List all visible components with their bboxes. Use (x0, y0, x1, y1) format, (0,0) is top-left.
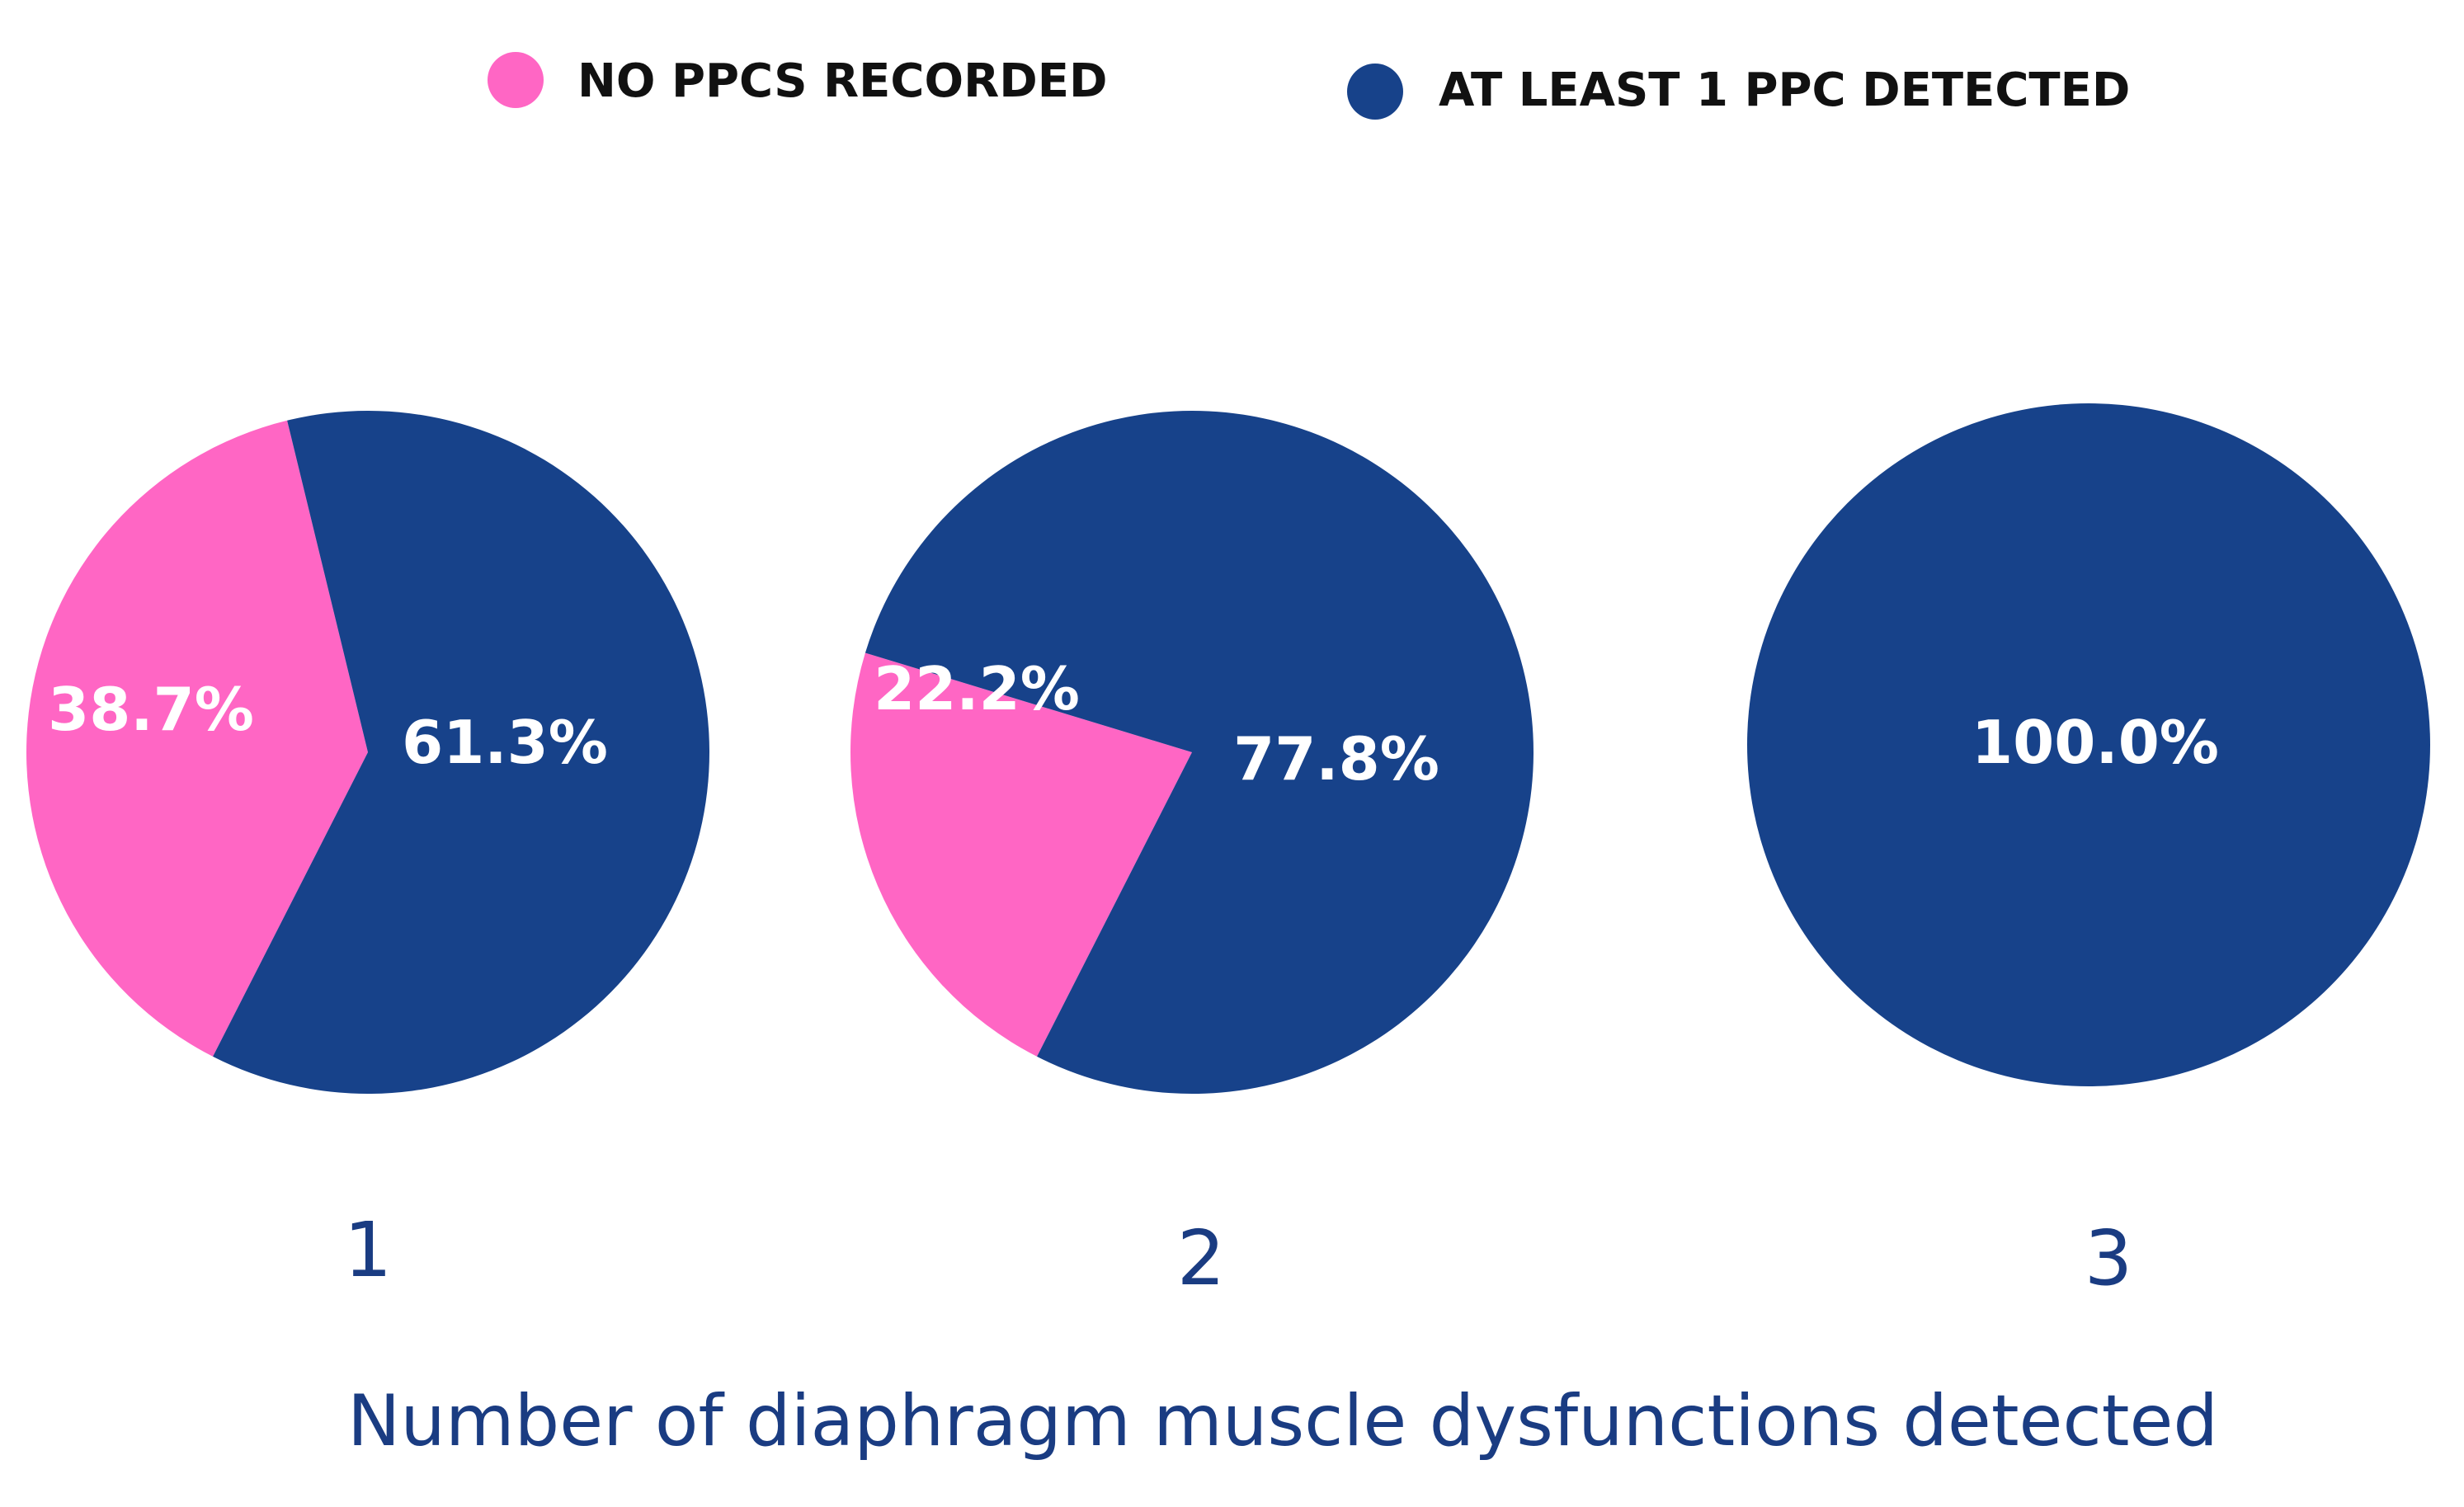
pie-1-slice-ppc-detected (213, 410, 709, 1094)
category-label-1: 1 (344, 1206, 393, 1294)
pie-1: 38.7% 61.3% (26, 410, 709, 1094)
legend-label-ppc-detected: AT LEAST 1 PPC DETECTED (1439, 64, 2130, 117)
pie-2: 22.2% 77.8% (850, 411, 1534, 1094)
pie-2-slice-ppc-detected (865, 411, 1534, 1094)
pie-1-label-no-ppcs: 38.7% (48, 675, 254, 744)
category-label-2: 2 (1177, 1214, 1226, 1302)
legend-label-no-ppcs: NO PPCS RECORDED (577, 54, 1107, 108)
pie-2-label-no-ppcs: 22.2% (874, 654, 1080, 723)
pie-3-slice-ppc-detected (1747, 403, 2430, 1086)
pie-1-label-ppc-detected: 61.3% (402, 708, 608, 777)
pie-1-slice-no-ppcs (26, 420, 369, 1057)
x-axis-title: Number of diaphragm muscle dysfunctions … (347, 1380, 2218, 1462)
category-labels: 1 2 3 (344, 1206, 2133, 1302)
pie-3: 100.0% (1747, 403, 2430, 1086)
category-label-3: 3 (2085, 1214, 2133, 1302)
legend-marker-no-ppcs (488, 52, 544, 108)
pie-2-slice-no-ppcs (850, 652, 1192, 1057)
pie-2-label-ppc-detected: 77.8% (1233, 724, 1439, 794)
legend-marker-ppc-detected (1347, 64, 1403, 120)
pie-charts: 38.7% 61.3% 22.2% 77.8% 100.0% (26, 403, 2430, 1094)
pie-3-label-ppc-detected: 100.0% (1972, 708, 2219, 777)
legend: NO PPCS RECORDED AT LEAST 1 PPC DETECTED (488, 52, 2130, 120)
